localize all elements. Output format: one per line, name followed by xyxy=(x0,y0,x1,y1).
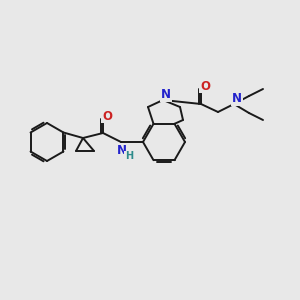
Text: N: N xyxy=(161,88,171,101)
Text: H: H xyxy=(125,151,133,161)
Text: N: N xyxy=(117,143,127,157)
Text: O: O xyxy=(200,80,210,92)
Text: N: N xyxy=(232,92,242,106)
Text: O: O xyxy=(102,110,112,122)
